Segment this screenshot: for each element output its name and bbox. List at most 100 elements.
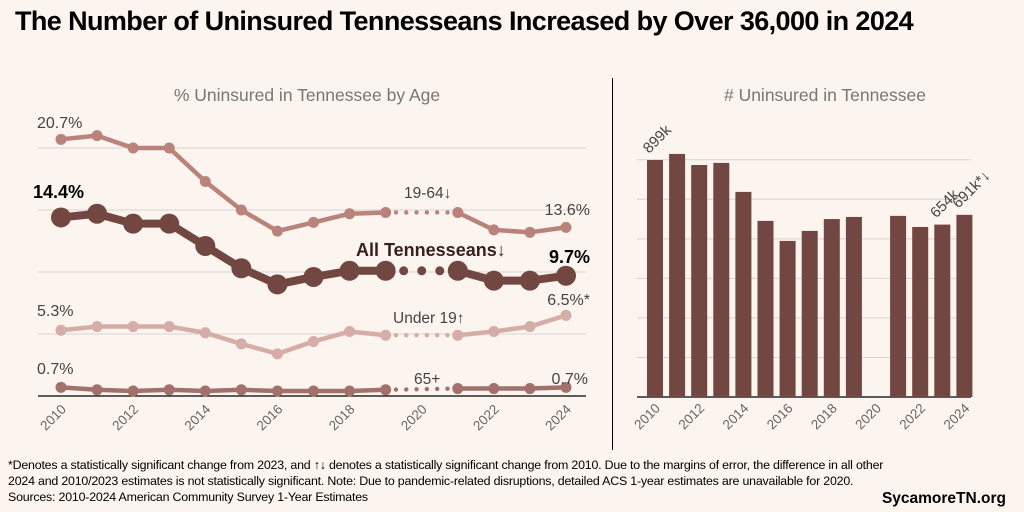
bar-2019: [845, 216, 862, 397]
panel-divider: [612, 78, 613, 450]
bar-2013: [713, 162, 730, 397]
bar-chart-title: # Uninsured in Tennessee: [724, 85, 926, 105]
data-point: [235, 338, 247, 350]
bar-2014: [735, 191, 752, 397]
series-line: [60, 133, 386, 234]
series-line: [60, 324, 386, 357]
gap-dot: [424, 386, 430, 392]
data-point: [344, 208, 356, 220]
label-19-64-series: 19-64↓: [404, 185, 451, 202]
gap-dot: [417, 266, 427, 276]
gap-dot: [404, 387, 409, 392]
gap-dot: [393, 387, 399, 392]
chart-title: The Number of Uninsured Tennesseans Incr…: [15, 6, 914, 36]
bar-2012: [691, 165, 708, 397]
x-tick-label: 2014: [182, 401, 214, 433]
label-under-19-start: 5.3%: [37, 303, 73, 320]
data-point: [55, 324, 67, 336]
series-line: [60, 385, 386, 394]
data-point: [452, 206, 464, 218]
data-point: [308, 335, 319, 347]
data-point: [91, 384, 103, 396]
series-line: [456, 210, 567, 235]
series-line: [456, 266, 567, 285]
data-point: [199, 327, 211, 339]
x-tick-label: 2014: [720, 400, 752, 432]
bar-2023: [934, 224, 951, 397]
gap-dot: [393, 333, 399, 338]
bar-2024: [956, 214, 973, 397]
gap-dot: [434, 210, 440, 215]
data-point: [344, 326, 356, 338]
line-chart-title: % Uninsured in Tennessee by Age: [174, 85, 440, 105]
x-tick-label: 2020: [852, 401, 884, 433]
data-point: [51, 207, 71, 228]
brand-logo-text: SycamoreTN.org: [881, 490, 1006, 507]
label-19-64-start: 20.7%: [37, 115, 82, 132]
gap-dot: [424, 210, 430, 215]
data-point: [560, 221, 572, 233]
gap-dot: [399, 266, 409, 276]
gap-dot: [445, 333, 450, 338]
bar-2011: [669, 153, 686, 397]
gap-dot: [414, 210, 419, 215]
data-point: [524, 383, 536, 395]
data-point: [55, 133, 67, 145]
line-chart: % Uninsured in Tennessee by Age 20.7% 13.…: [33, 85, 590, 433]
x-tick-label: 2020: [398, 402, 430, 434]
data-point: [556, 265, 576, 286]
gap-dot: [445, 210, 450, 215]
label-19-64-end: 13.6%: [545, 202, 590, 219]
data-point: [339, 260, 360, 281]
x-tick-label: 2024: [941, 400, 973, 432]
gap-dot: [424, 333, 430, 338]
data-point: [380, 329, 392, 341]
data-point: [91, 130, 103, 142]
data-point: [123, 213, 144, 234]
data-point: [380, 384, 392, 396]
label-under-19-end: 6.5%*: [547, 292, 590, 309]
data-point: [488, 326, 500, 338]
data-point: [308, 385, 319, 397]
gap-dot: [414, 333, 419, 338]
data-point: [163, 321, 175, 333]
data-point: [127, 321, 139, 333]
footnote: *Denotes a statistically significant cha…: [8, 457, 1018, 505]
x-tick-label: 2012: [109, 402, 141, 434]
footnote-sources: Sources: 2010-2024 American Community Su…: [8, 490, 368, 504]
data-point: [199, 385, 211, 397]
data-point: [375, 260, 396, 281]
data-point: [488, 383, 500, 395]
series-all-tennesseans: [51, 203, 576, 295]
bar-2022: [912, 226, 929, 397]
data-point: [452, 383, 464, 395]
gap-dot: [404, 333, 409, 338]
series-under-19: [55, 309, 572, 360]
x-tick-label: 2016: [764, 401, 796, 433]
bar-2018: [823, 219, 840, 397]
bar-2016: [779, 240, 796, 397]
gap-dot: [393, 210, 399, 215]
label-under-19-series: Under 19↑: [393, 310, 465, 327]
data-point: [271, 225, 283, 237]
x-tick-label: 2018: [326, 402, 358, 434]
label-all-series: All Tennesseans↓: [356, 240, 506, 260]
bar-data-label: 899k: [640, 121, 675, 156]
data-point: [235, 384, 247, 396]
x-tick-label: 2012: [675, 401, 707, 433]
data-point: [560, 309, 572, 321]
x-tick-label: 2024: [542, 401, 574, 433]
bar-chart: # Uninsured in Tennessee 899k654k691k*↓ …: [631, 85, 993, 432]
gap-dot: [414, 387, 419, 392]
label-all-start: 14.4%: [33, 182, 84, 202]
series-line: [457, 313, 567, 338]
data-point: [159, 213, 180, 234]
data-point: [231, 258, 252, 279]
x-tick-label: 2022: [470, 402, 502, 434]
gap-dot: [404, 210, 409, 215]
data-point: [267, 274, 288, 295]
data-point: [524, 321, 536, 333]
data-point: [163, 142, 175, 154]
data-point: [55, 381, 67, 393]
